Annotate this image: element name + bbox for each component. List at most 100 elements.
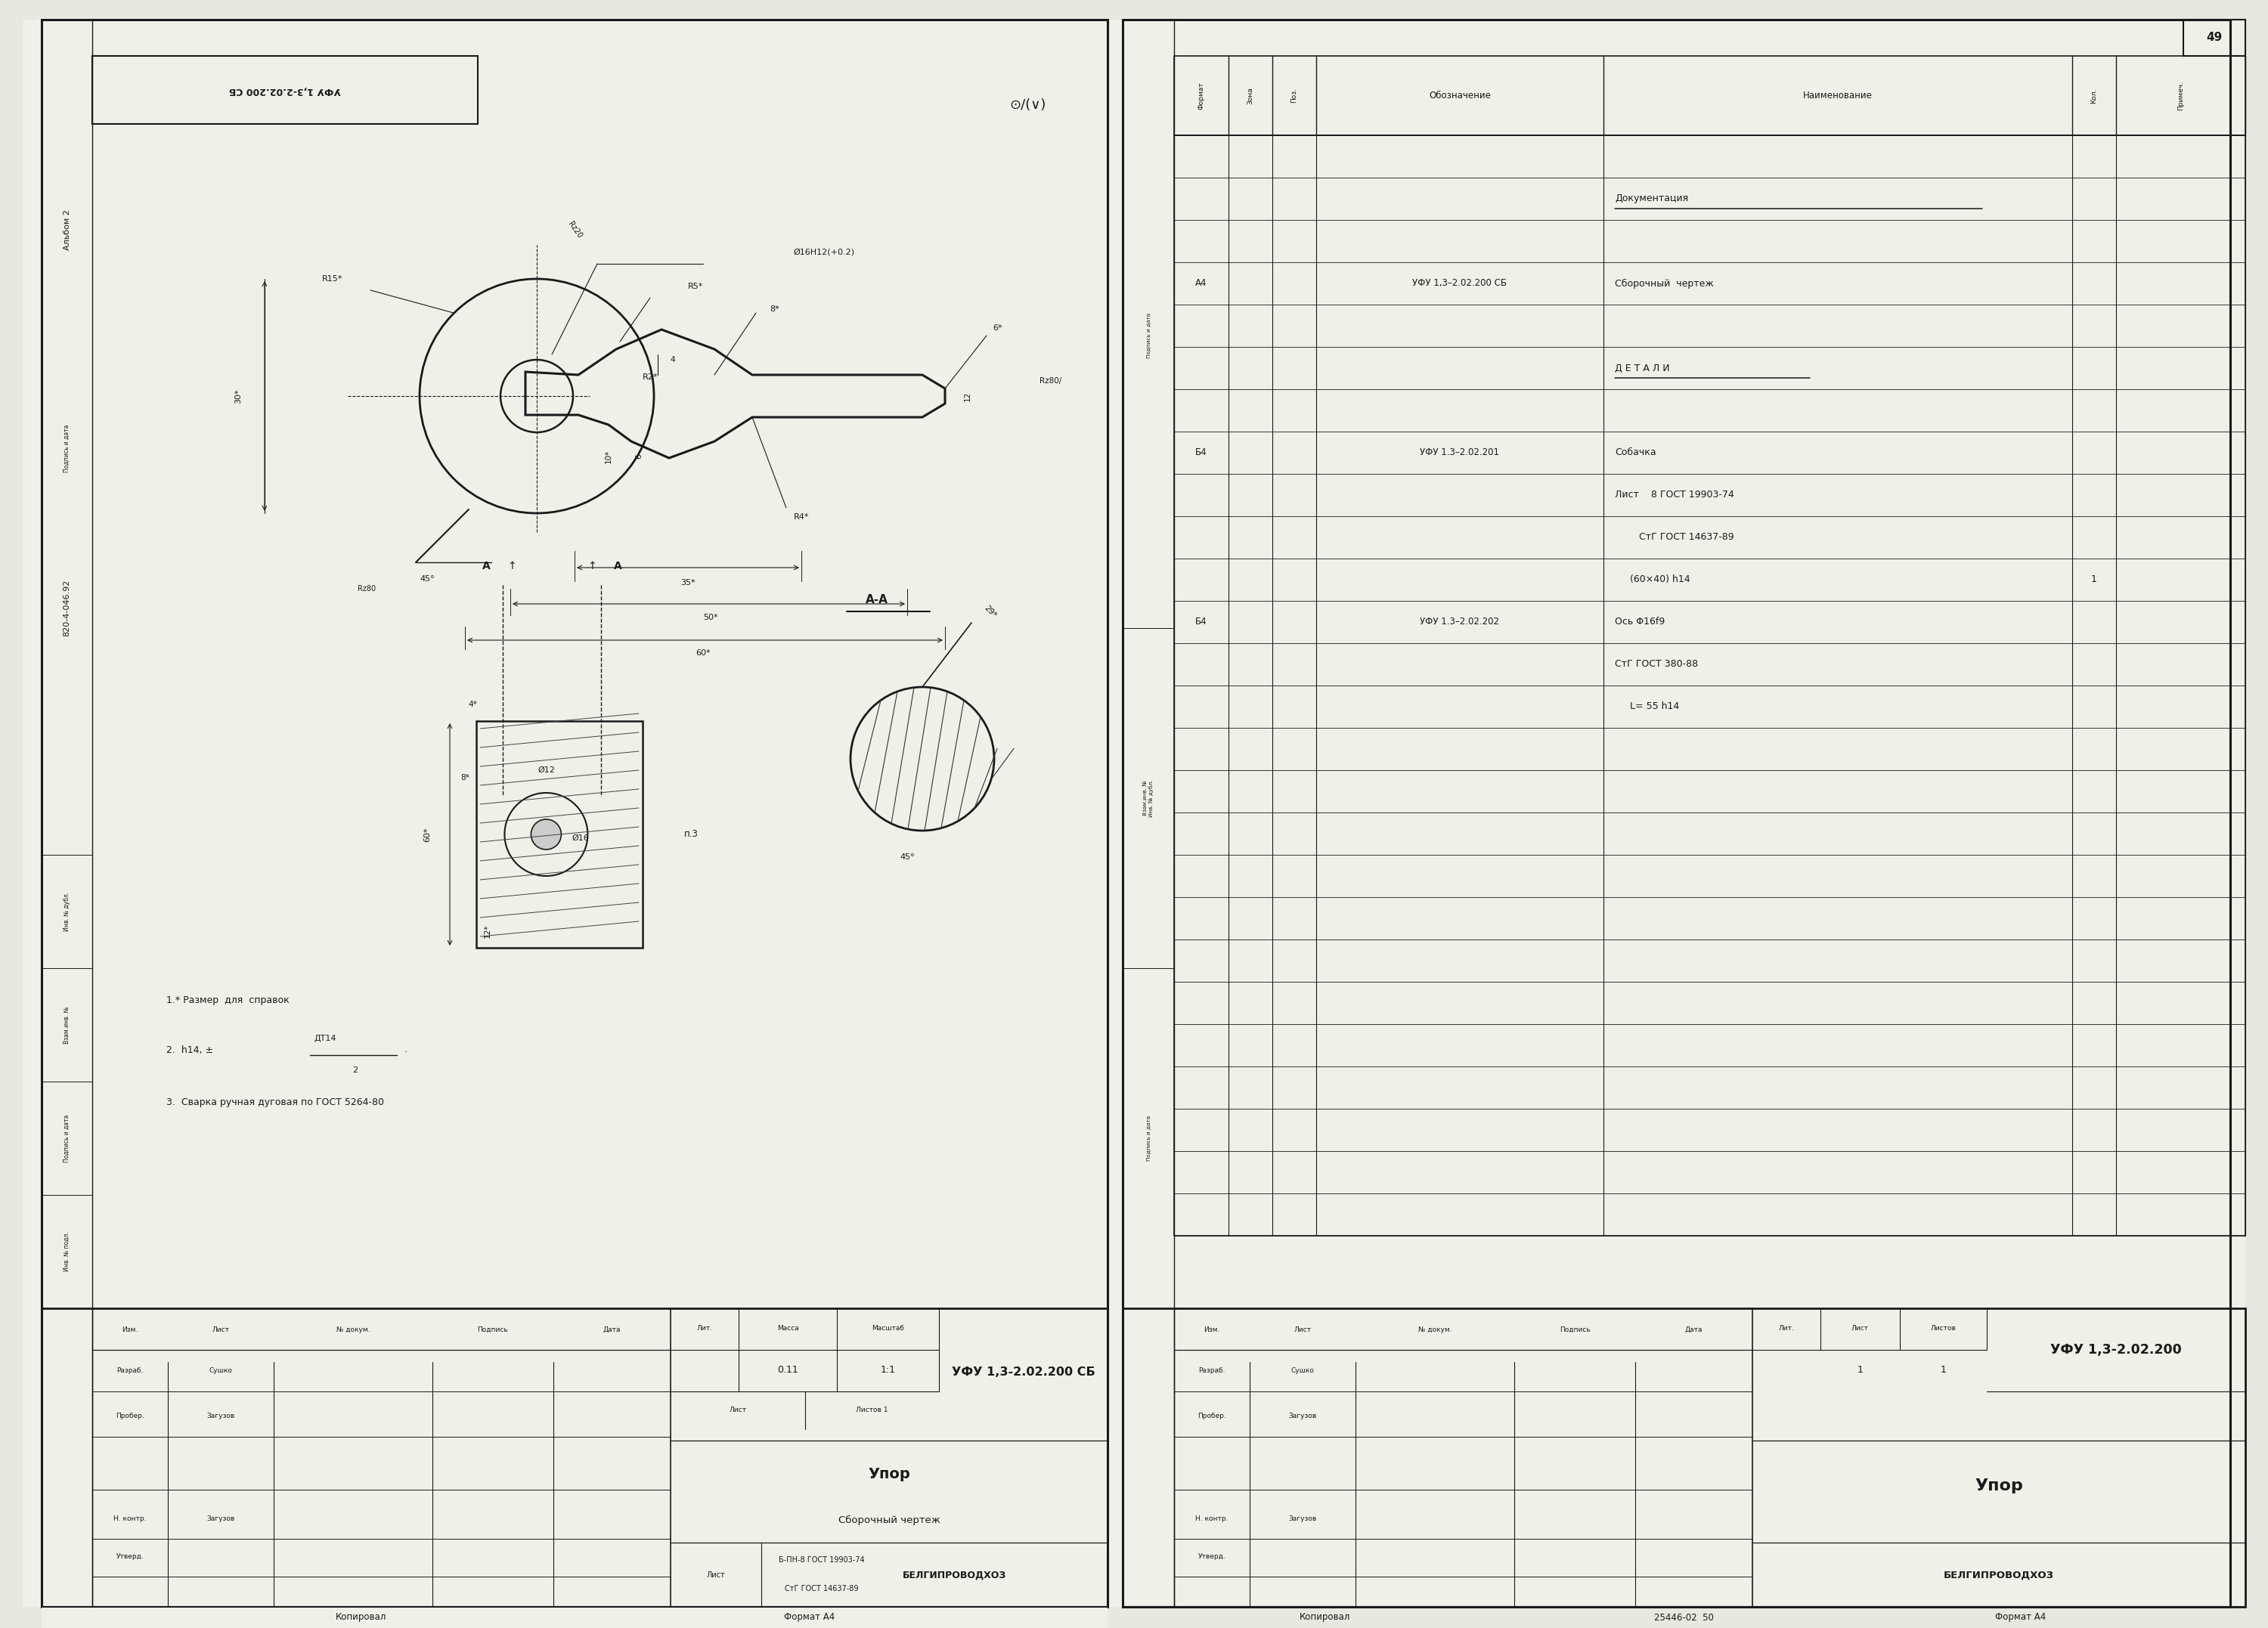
Text: Подпись и дата: Подпись и дата bbox=[1145, 313, 1150, 358]
Text: Подпись и дата: Подпись и дата bbox=[64, 425, 70, 472]
Text: 45°: 45° bbox=[420, 575, 435, 583]
Circle shape bbox=[503, 793, 587, 876]
Text: Лист: Лист bbox=[1293, 1327, 1311, 1333]
Text: Изм.: Изм. bbox=[1204, 1327, 1220, 1333]
Text: 8*: 8* bbox=[460, 773, 469, 781]
Text: Изм.: Изм. bbox=[122, 1327, 138, 1333]
Text: L= 55 h14: L= 55 h14 bbox=[1615, 702, 1678, 711]
Text: R5*: R5* bbox=[687, 283, 703, 290]
Text: Лист: Лист bbox=[213, 1327, 229, 1333]
Text: Б-ПН-8 ГОСТ 19903-74: Б-ПН-8 ГОСТ 19903-74 bbox=[778, 1556, 864, 1565]
Text: ↑: ↑ bbox=[508, 560, 517, 571]
Text: СтГ ГОСТ 380-88: СтГ ГОСТ 380-88 bbox=[1615, 659, 1699, 669]
Text: 1: 1 bbox=[1941, 1366, 1946, 1376]
Circle shape bbox=[850, 687, 993, 830]
Text: Сушко: Сушко bbox=[1290, 1368, 1313, 1374]
Text: 6*: 6* bbox=[993, 324, 1002, 332]
Text: Примеч.: Примеч. bbox=[2177, 81, 2184, 111]
Text: 3.  Сварка ручная дуговая по ГОСТ 5264-80: 3. Сварка ручная дуговая по ГОСТ 5264-80 bbox=[166, 1097, 383, 1107]
Text: 1: 1 bbox=[1857, 1366, 1862, 1376]
Text: Сборочный чертеж: Сборочный чертеж bbox=[839, 1516, 939, 1525]
Text: СтГ ГОСТ 14637-89: СтГ ГОСТ 14637-89 bbox=[1615, 532, 1735, 542]
Text: Подпись: Подпись bbox=[1560, 1327, 1590, 1333]
Bar bbox=[41, 1309, 1107, 1607]
Text: Лист    8 ГОСТ 19903-74: Лист 8 ГОСТ 19903-74 bbox=[1615, 490, 1735, 500]
Text: Листов 1: Листов 1 bbox=[855, 1407, 889, 1413]
Text: Лит.: Лит. bbox=[696, 1325, 712, 1332]
Text: Загузов: Загузов bbox=[206, 1413, 236, 1420]
Text: Зона: Зона bbox=[1247, 86, 1254, 104]
Text: УФУ 1.3–2.02.201: УФУ 1.3–2.02.201 bbox=[1420, 448, 1499, 457]
Text: Подпись и дата: Подпись и дата bbox=[64, 1114, 70, 1162]
Text: R4*: R4* bbox=[794, 513, 810, 521]
Text: 60*: 60* bbox=[696, 650, 710, 656]
Text: Б4: Б4 bbox=[1195, 448, 1207, 457]
Text: 2: 2 bbox=[352, 1066, 358, 1074]
Text: Загузов: Загузов bbox=[1288, 1516, 1318, 1522]
Text: Альбом 2: Альбом 2 bbox=[64, 210, 70, 251]
Text: А: А bbox=[615, 560, 621, 571]
Bar bbox=[93, 55, 479, 124]
Text: Собачка: Собачка bbox=[1615, 448, 1656, 457]
Text: Копировал: Копировал bbox=[336, 1612, 388, 1623]
Text: Кол.: Кол. bbox=[2091, 88, 2098, 103]
Text: Сушко: Сушко bbox=[209, 1368, 231, 1374]
Text: Подпись: Подпись bbox=[479, 1327, 508, 1333]
Text: Сборочный  чертеж: Сборочный чертеж bbox=[1615, 278, 1715, 288]
Text: ↑: ↑ bbox=[587, 560, 596, 571]
Text: Поз.: Поз. bbox=[1290, 88, 1297, 103]
Text: Упор: Упор bbox=[869, 1467, 909, 1481]
Text: ДТ14: ДТ14 bbox=[313, 1035, 336, 1042]
Text: Разраб.: Разраб. bbox=[116, 1368, 143, 1374]
Text: Rz80/: Rz80/ bbox=[1039, 378, 1061, 384]
Text: А-А: А-А bbox=[866, 594, 889, 606]
Text: Rz20: Rz20 bbox=[567, 220, 583, 239]
Text: Лит.: Лит. bbox=[1778, 1325, 1794, 1332]
Text: 2.  h14, ±: 2. h14, ± bbox=[166, 1045, 213, 1055]
Text: Листов: Листов bbox=[1930, 1325, 1955, 1332]
Text: Инв. № дубл.: Инв. № дубл. bbox=[64, 892, 70, 931]
Text: Формат А4: Формат А4 bbox=[1996, 1612, 2046, 1623]
Text: Лист: Лист bbox=[728, 1407, 746, 1413]
Text: Документация: Документация bbox=[1615, 194, 1687, 204]
Text: ⊙/(∨): ⊙/(∨) bbox=[1009, 98, 1046, 112]
Text: 10*: 10* bbox=[606, 449, 612, 464]
Text: УФУ 1.3–2.02.202: УФУ 1.3–2.02.202 bbox=[1420, 617, 1499, 627]
Text: 35*: 35* bbox=[680, 580, 696, 586]
Text: Формат: Формат bbox=[1198, 81, 1204, 109]
Text: Формат А4: Формат А4 bbox=[785, 1612, 835, 1623]
Text: Лист: Лист bbox=[708, 1571, 726, 1579]
Text: Разраб.: Разраб. bbox=[1198, 1368, 1225, 1374]
Text: № докум.: № докум. bbox=[1418, 1327, 1452, 1333]
Text: Пробер.: Пробер. bbox=[116, 1413, 145, 1420]
Text: Н. контр.: Н. контр. bbox=[1195, 1516, 1229, 1522]
Text: 25446-02  50: 25446-02 50 bbox=[1653, 1612, 1715, 1623]
Text: УФУ 1,3-2.02.200 СБ: УФУ 1,3-2.02.200 СБ bbox=[229, 85, 340, 94]
Text: БЕЛГИПРОВОДХОЗ: БЕЛГИПРОВОДХОЗ bbox=[1944, 1569, 2055, 1581]
Text: Наименование: Наименование bbox=[1803, 91, 1873, 101]
Circle shape bbox=[531, 819, 560, 850]
Text: п.3: п.3 bbox=[685, 830, 699, 840]
Text: 1:1: 1:1 bbox=[880, 1366, 896, 1376]
Text: 45°: 45° bbox=[900, 853, 914, 861]
Text: 8*: 8* bbox=[771, 306, 780, 313]
Text: (60×40) h14: (60×40) h14 bbox=[1615, 575, 1690, 584]
Text: 49: 49 bbox=[2207, 33, 2223, 44]
Bar bbox=[41, 1607, 1107, 1628]
Text: Ø12: Ø12 bbox=[538, 767, 556, 773]
Text: 820-4-046.92: 820-4-046.92 bbox=[64, 580, 70, 637]
Text: 0.11: 0.11 bbox=[778, 1366, 798, 1376]
Bar bbox=[1123, 1309, 2245, 1607]
Text: Пробер.: Пробер. bbox=[1198, 1413, 1227, 1420]
Text: 12*: 12* bbox=[483, 925, 492, 938]
Text: Дата: Дата bbox=[603, 1327, 621, 1333]
Text: R15*: R15* bbox=[322, 275, 342, 283]
Text: А4: А4 bbox=[1195, 278, 1207, 288]
Text: Rz80: Rz80 bbox=[358, 584, 376, 593]
Text: Д Е Т А Л И: Д Е Т А Л И bbox=[1615, 363, 1669, 373]
Text: Масштаб: Масштаб bbox=[871, 1325, 905, 1332]
Text: Инв. № подл.: Инв. № подл. bbox=[64, 1232, 70, 1271]
Text: Б4: Б4 bbox=[1195, 617, 1207, 627]
Bar bbox=[41, 20, 1107, 1607]
Text: 50*: 50* bbox=[703, 614, 719, 622]
